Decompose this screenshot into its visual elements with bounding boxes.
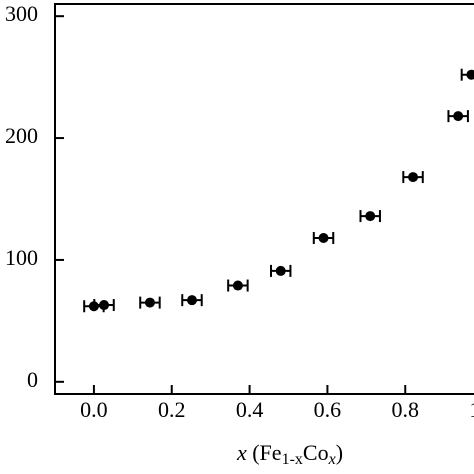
- point: [466, 69, 474, 80]
- y-tick-label: 100: [5, 245, 38, 270]
- x-label-part: 1-x: [282, 451, 303, 468]
- y-tick-label: 300: [5, 1, 38, 26]
- y-tick-label: 200: [5, 123, 38, 148]
- x-label-part: ): [336, 440, 343, 465]
- x-axis-label: x (Fe1-xCox): [236, 440, 343, 468]
- x-label-part: x: [236, 440, 247, 465]
- point: [144, 297, 155, 308]
- x-label-part: x: [328, 451, 336, 468]
- point: [453, 111, 464, 122]
- point: [318, 233, 329, 243]
- x-tick-label: 0.8: [392, 397, 420, 422]
- point: [275, 265, 286, 276]
- x-tick-label: 0.0: [80, 397, 108, 422]
- x-tick-label: 0.2: [158, 397, 186, 422]
- x-tick-label: 0.6: [314, 397, 342, 422]
- point: [408, 172, 419, 183]
- x-tick-label: 1.0: [469, 397, 474, 422]
- point: [365, 211, 376, 222]
- point: [99, 300, 110, 311]
- x-tick-label: 0.4: [236, 397, 264, 422]
- point: [186, 295, 197, 306]
- x-label-part: Co: [303, 440, 329, 465]
- x-label-part: (Fe: [247, 440, 282, 465]
- y-tick-label: 0: [27, 367, 38, 392]
- point: [232, 280, 243, 291]
- plot-frame: [54, 3, 474, 395]
